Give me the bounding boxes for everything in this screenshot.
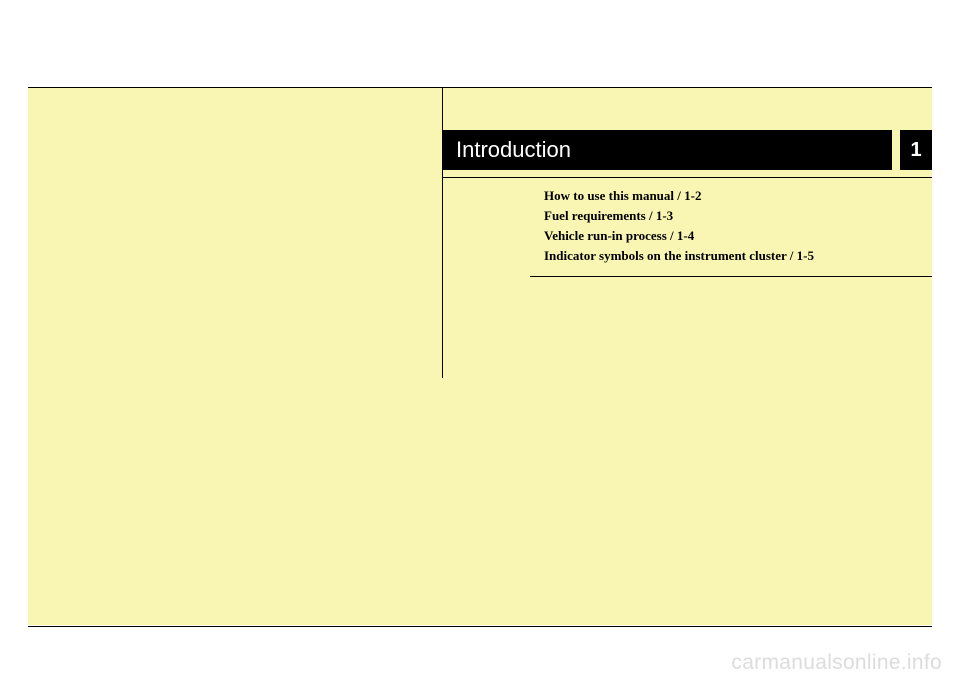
section-title: Introduction bbox=[442, 137, 892, 163]
table-of-contents: How to use this manual / 1-2 Fuel requir… bbox=[544, 186, 920, 267]
toc-item: How to use this manual / 1-2 bbox=[544, 186, 920, 206]
rule-under-toc bbox=[530, 276, 932, 277]
rule-under-header bbox=[442, 177, 932, 178]
section-number: 1 bbox=[892, 130, 932, 170]
section-header: Introduction 1 bbox=[442, 130, 932, 170]
bottom-horizontal-rule bbox=[28, 626, 932, 627]
toc-item: Indicator symbols on the instrument clus… bbox=[544, 246, 920, 266]
toc-item: Vehicle run-in process / 1-4 bbox=[544, 226, 920, 246]
toc-item: Fuel requirements / 1-3 bbox=[544, 206, 920, 226]
watermark-text: carmanualsonline.info bbox=[731, 651, 942, 675]
